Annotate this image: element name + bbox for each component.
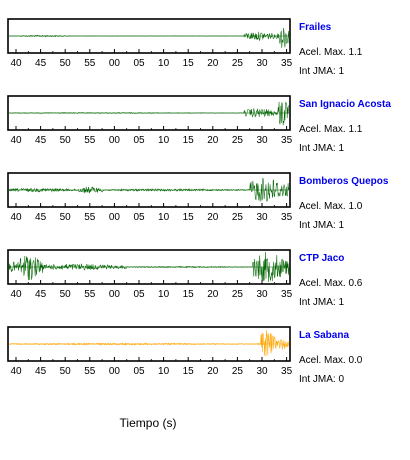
waveform-trace [8,330,290,357]
waveform-trace [8,252,290,283]
x-tick-label: 10 [158,58,170,69]
x-tick-label: 40 [10,135,22,146]
x-tick-label: 35 [281,366,293,377]
x-tick-label: 50 [60,212,72,223]
x-axis-title: Tiempo (s) [120,416,177,430]
jma-intensity: Int JMA: 0 [299,374,344,385]
x-tick-label: 30 [256,58,268,69]
max-acceleration: Acel. Max. 1.1 [299,124,363,135]
x-tick-label: 30 [256,135,268,146]
station-panel: 40 45 50 55 00 05 10 15 20 25 30 35 Bomberos Quepos A… [7,172,389,231]
x-tick-label: 40 [10,58,22,69]
waveform-trace [8,177,290,203]
x-tick-label: 15 [183,366,195,377]
x-tick-label: 10 [158,212,170,223]
x-tick-label: 50 [60,366,72,377]
x-tick-label: 50 [60,135,72,146]
x-tick-label: 45 [35,135,47,146]
station-panel: 40 45 50 55 00 05 10 15 20 25 30 35 La Sabana Acel. M… [7,326,363,385]
x-tick-label: 30 [256,366,268,377]
waveform-trace [8,101,290,126]
x-tick-label: 25 [232,135,244,146]
x-tick-label: 00 [109,212,121,223]
x-tick-label: 20 [207,135,219,146]
x-tick-label: 20 [207,289,219,300]
x-tick-label: 55 [84,289,96,300]
station-panel: 40 45 50 55 00 05 10 15 20 25 30 35 Frailes Acel. Max… [7,18,363,77]
x-tick-label: 20 [207,366,219,377]
x-tick-label: 50 [60,58,72,69]
x-tick-label: 40 [10,289,22,300]
x-tick-label: 30 [256,212,268,223]
x-tick-label: 35 [281,135,293,146]
seismogram-panels: 40 45 50 55 00 05 10 15 20 25 30 35 Frailes Acel. Max… [7,18,391,385]
x-tick-label: 30 [256,289,268,300]
x-tick-label: 35 [281,212,293,223]
max-acceleration: Acel. Max. 0.0 [299,355,363,366]
x-tick-label: 05 [133,58,145,69]
x-tick-label: 45 [35,58,47,69]
station-name: Bomberos Quepos [299,176,389,187]
x-tick-label: 10 [158,289,170,300]
x-tick-label: 25 [232,58,244,69]
x-tick-label: 25 [232,212,244,223]
jma-intensity: Int JMA: 1 [299,143,344,154]
x-tick-label: 00 [109,289,121,300]
station-name: Frailes [299,22,332,33]
x-tick-label: 45 [35,212,47,223]
x-tick-label: 10 [158,366,170,377]
x-tick-label: 15 [183,135,195,146]
x-tick-label: 15 [183,212,195,223]
x-tick-label: 10 [158,135,170,146]
x-tick-label: 05 [133,135,145,146]
x-tick-label: 40 [10,212,22,223]
station-panel: 40 45 50 55 00 05 10 15 20 25 30 35 San Ignacio Acos… [7,95,391,154]
x-tick-label: 20 [207,212,219,223]
x-tick-label: 55 [84,212,96,223]
max-acceleration: Acel. Max. 1.0 [299,201,363,212]
jma-intensity: Int JMA: 1 [299,66,344,77]
station-name: San Ignacio Acosta [299,99,391,110]
x-tick-label: 05 [133,366,145,377]
max-acceleration: Acel. Max. 0.6 [299,278,363,289]
x-tick-label: 05 [133,212,145,223]
x-tick-label: 00 [109,366,121,377]
x-tick-label: 00 [109,135,121,146]
x-tick-label: 35 [281,58,293,69]
x-tick-label: 20 [207,58,219,69]
x-tick-label: 55 [84,135,96,146]
x-tick-label: 00 [109,58,121,69]
x-tick-label: 25 [232,289,244,300]
waveform-trace [8,27,290,48]
x-tick-label: 05 [133,289,145,300]
station-name: CTP Jaco [299,253,344,264]
station-name: La Sabana [299,330,349,341]
station-panel: 40 45 50 55 00 05 10 15 20 25 30 35 CTP Jaco Acel. Ma… [7,249,363,308]
x-tick-label: 55 [84,366,96,377]
x-tick-label: 25 [232,366,244,377]
max-acceleration: Acel. Max. 1.1 [299,47,363,58]
jma-intensity: Int JMA: 1 [299,220,344,231]
x-tick-label: 45 [35,366,47,377]
x-tick-label: 15 [183,58,195,69]
x-tick-label: 15 [183,289,195,300]
x-tick-label: 40 [10,366,22,377]
jma-intensity: Int JMA: 1 [299,297,344,308]
x-tick-label: 55 [84,58,96,69]
x-tick-label: 50 [60,289,72,300]
x-tick-label: 35 [281,289,293,300]
x-tick-label: 45 [35,289,47,300]
